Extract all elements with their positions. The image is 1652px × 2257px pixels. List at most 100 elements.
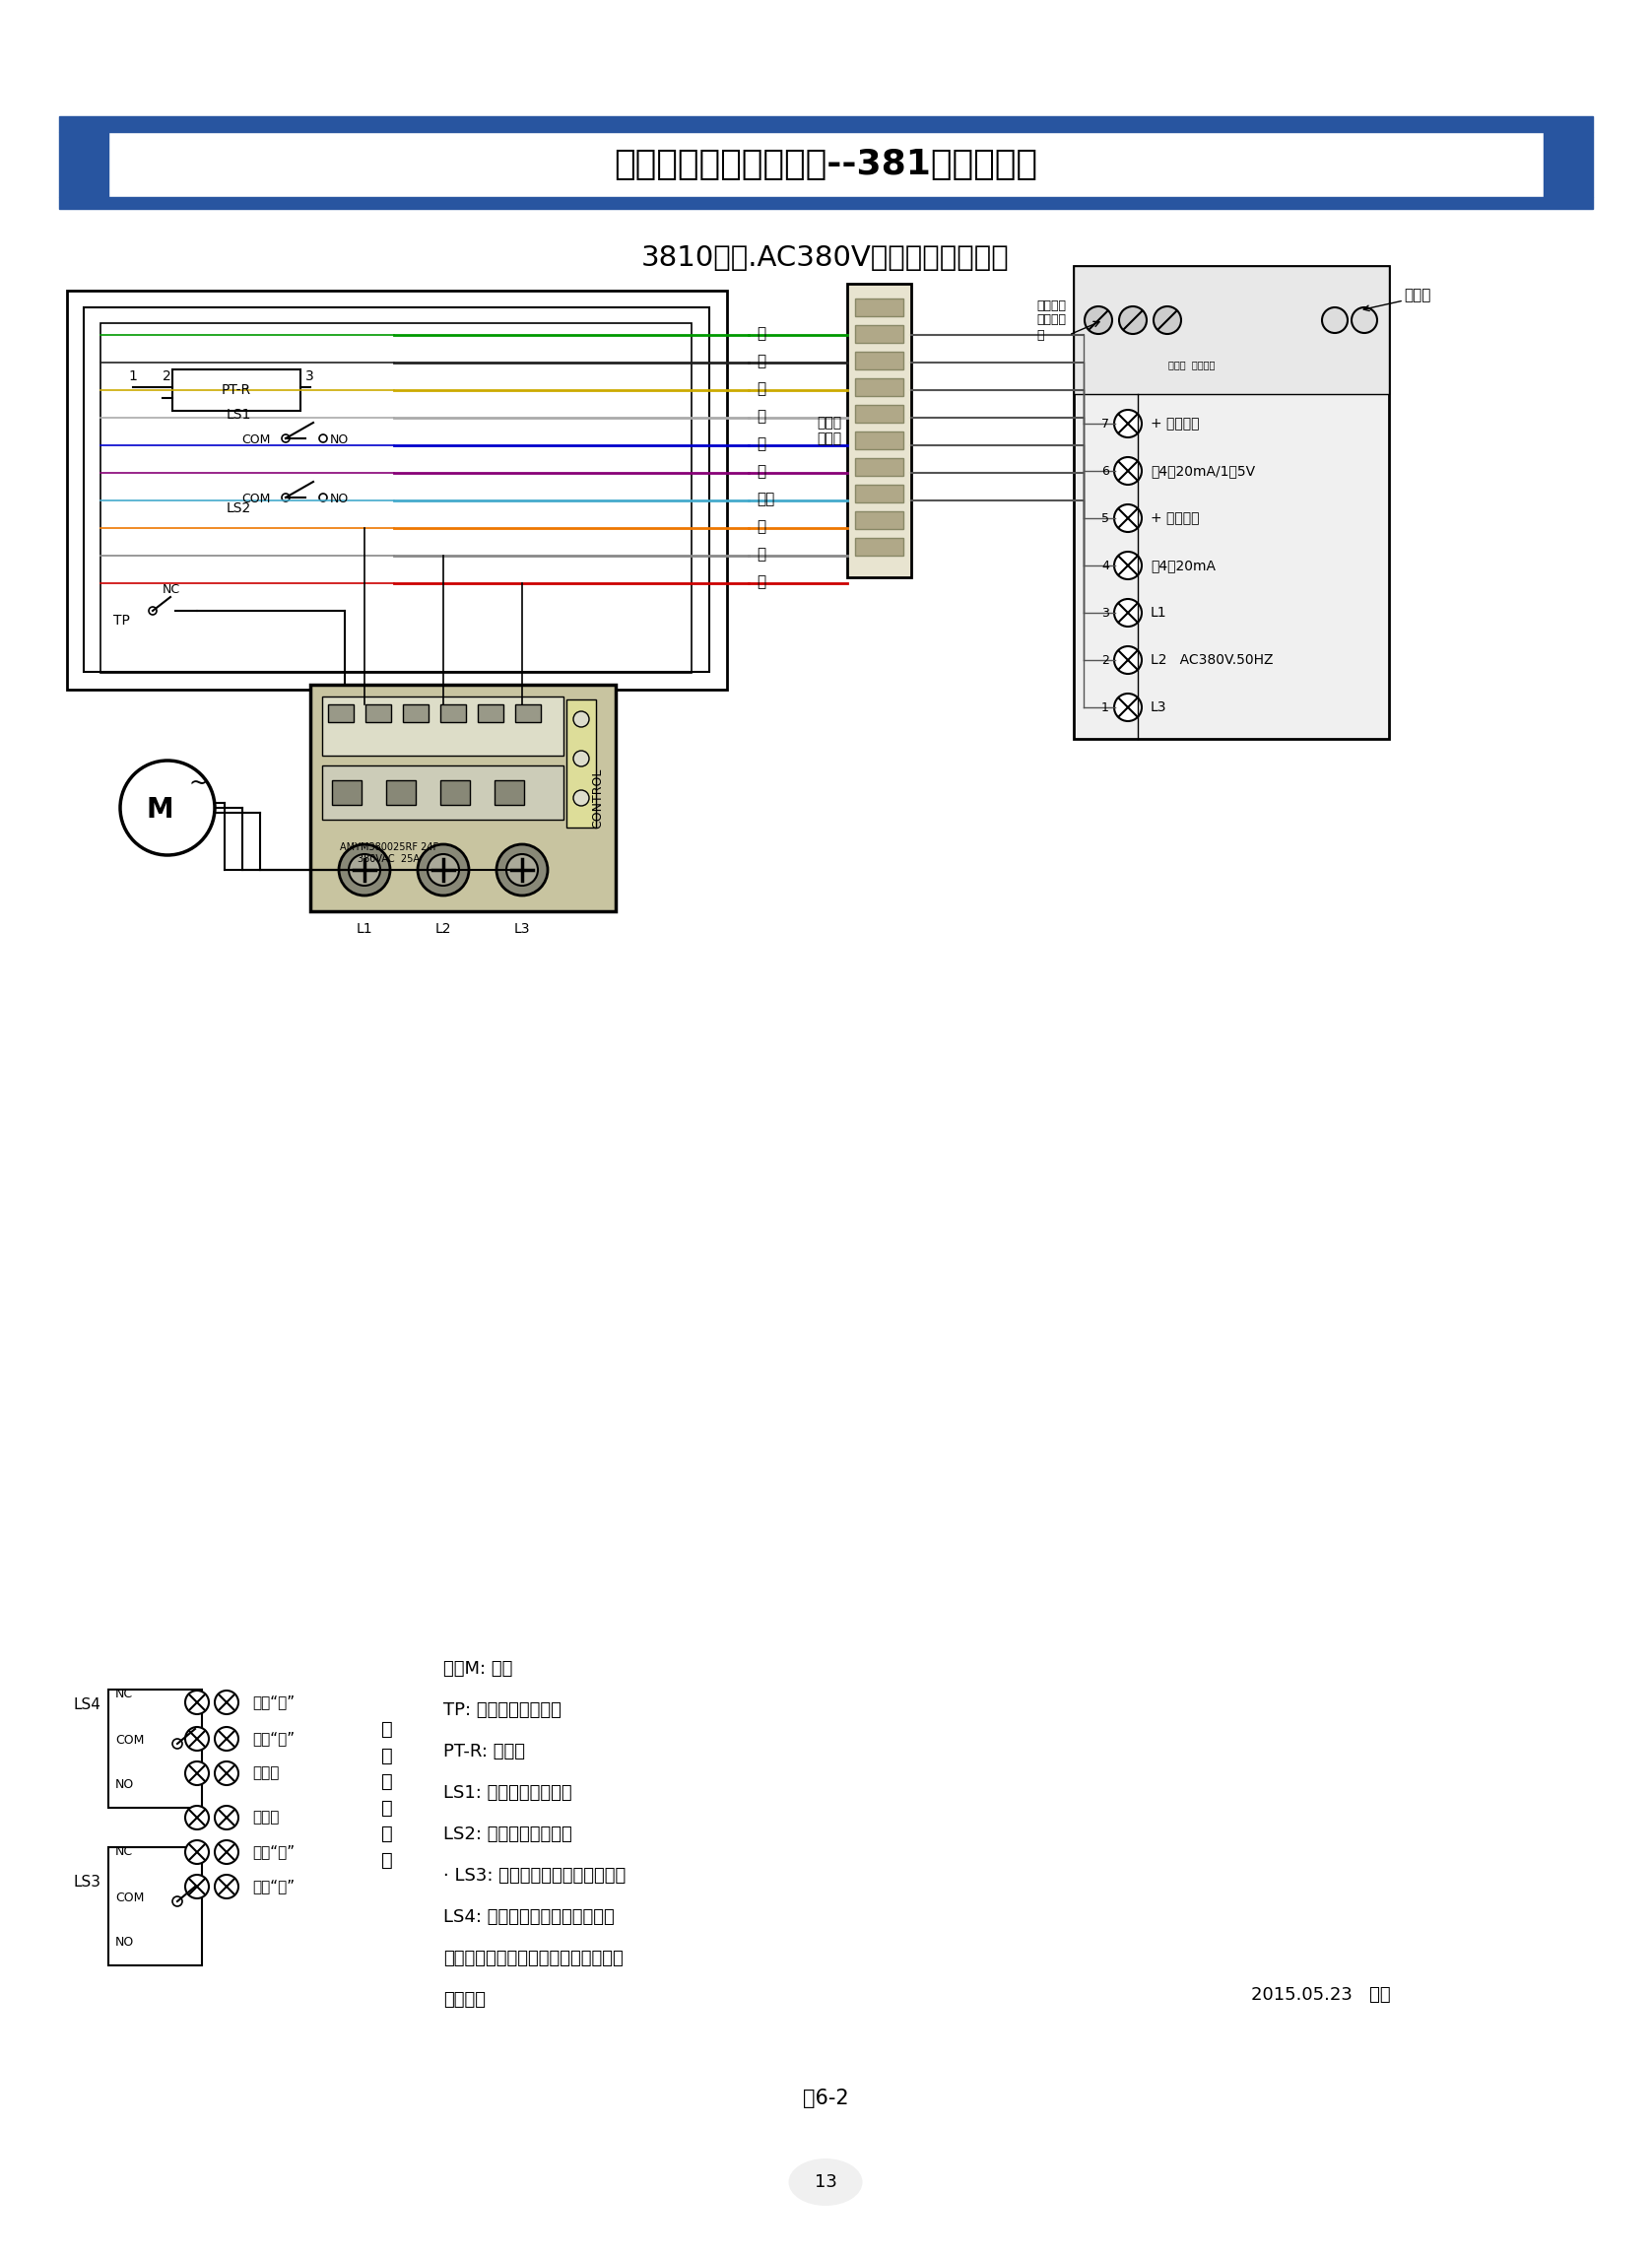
Circle shape <box>1113 693 1142 722</box>
Text: ！：无源触点反馈为选订附件（需订货: ！：无源触点反馈为选订附件（需订货 <box>443 1950 623 1968</box>
Bar <box>1074 266 1389 395</box>
Circle shape <box>172 1738 182 1749</box>
Bar <box>59 117 1593 131</box>
Bar <box>365 704 392 722</box>
Bar <box>172 370 301 411</box>
Text: 白: 白 <box>757 409 765 424</box>
Circle shape <box>573 711 590 727</box>
Text: 5: 5 <box>1102 512 1108 524</box>
Circle shape <box>319 494 327 501</box>
Text: 4: 4 <box>1102 560 1108 571</box>
Circle shape <box>185 1690 208 1713</box>
Bar <box>322 765 563 819</box>
Circle shape <box>215 1839 238 1864</box>
Text: 全关“通”: 全关“通” <box>253 1880 294 1894</box>
Circle shape <box>1085 307 1112 334</box>
Text: 全开“通”: 全开“通” <box>253 1731 294 1747</box>
Text: COM: COM <box>116 1733 144 1747</box>
Bar <box>387 781 416 806</box>
Text: －4～20mA: －4～20mA <box>1150 557 1216 573</box>
Bar <box>856 352 904 370</box>
Bar <box>856 512 904 528</box>
Bar <box>477 704 504 722</box>
Circle shape <box>1113 503 1142 533</box>
Circle shape <box>1113 551 1142 580</box>
Circle shape <box>185 1806 208 1830</box>
Circle shape <box>215 1760 238 1785</box>
Bar <box>68 291 727 691</box>
Text: COM: COM <box>116 1891 144 1905</box>
Text: NO: NO <box>330 492 349 506</box>
Bar <box>1543 131 1593 196</box>
Text: 红: 红 <box>757 576 765 589</box>
Bar <box>567 700 596 828</box>
Text: LS4: 满位无源触点反馈微动开关: LS4: 满位无源触点反馈微动开关 <box>443 1907 615 1925</box>
Text: 双幅度  行程零位: 双幅度 行程零位 <box>1168 359 1216 370</box>
Text: 2015.05.23   修订: 2015.05.23 修订 <box>1251 1986 1391 2004</box>
Text: 浅蓝: 浅蓝 <box>757 492 775 508</box>
Text: 1: 1 <box>1102 702 1108 713</box>
Circle shape <box>1322 307 1348 334</box>
Circle shape <box>1113 598 1142 627</box>
Circle shape <box>1153 307 1181 334</box>
Circle shape <box>215 1690 238 1713</box>
Text: · LS3: 零位无源触点反馈微动开关: · LS3: 零位无源触点反馈微动开关 <box>443 1867 626 1885</box>
Bar <box>515 704 540 722</box>
Text: LS2: 满位限位微动开关: LS2: 满位限位微动开关 <box>443 1826 572 1844</box>
Text: 位置信号
调整电位
器: 位置信号 调整电位 器 <box>1036 298 1066 341</box>
Text: LS1: LS1 <box>226 409 251 422</box>
Text: 灰: 灰 <box>757 546 765 562</box>
Text: AMYM380025RF 24F
380VAC  25A: AMYM380025RF 24F 380VAC 25A <box>340 842 438 864</box>
Text: L1: L1 <box>357 923 373 937</box>
Circle shape <box>185 1727 208 1751</box>
Ellipse shape <box>788 2158 862 2205</box>
Text: 绳: 绳 <box>757 327 765 341</box>
Text: 指示灯: 指示灯 <box>1404 289 1431 302</box>
Circle shape <box>1351 307 1378 334</box>
Text: + 位置信号: + 位置信号 <box>1150 512 1199 526</box>
Circle shape <box>185 1760 208 1785</box>
Bar <box>332 781 362 806</box>
Text: NC: NC <box>116 1846 134 1858</box>
Text: 公共端: 公共端 <box>253 1765 279 1781</box>
Bar <box>84 307 709 673</box>
Circle shape <box>185 1839 208 1864</box>
Text: 橙: 橙 <box>757 519 765 535</box>
Text: NO: NO <box>116 1937 134 1948</box>
Text: 紫: 紫 <box>757 465 765 478</box>
Text: L2: L2 <box>434 923 451 937</box>
Bar <box>109 1690 202 1808</box>
Circle shape <box>319 433 327 442</box>
Text: PT-R: PT-R <box>221 384 251 397</box>
Circle shape <box>428 853 459 885</box>
Text: 内部接
线插座: 内部接 线插座 <box>816 415 841 445</box>
Circle shape <box>215 1727 238 1751</box>
Text: COM: COM <box>241 433 271 447</box>
Bar <box>856 431 904 449</box>
Text: 7: 7 <box>1102 418 1108 431</box>
Bar <box>856 458 904 476</box>
Text: 3: 3 <box>1102 607 1108 618</box>
Circle shape <box>149 607 157 614</box>
Text: M: M <box>145 797 173 824</box>
Text: 公共端: 公共端 <box>253 1810 279 1826</box>
Circle shape <box>497 844 548 896</box>
Circle shape <box>282 494 289 501</box>
Bar <box>101 323 692 673</box>
Bar <box>109 1846 202 1966</box>
Text: 注：M: 电机: 注：M: 电机 <box>443 1659 512 1677</box>
Text: 3: 3 <box>306 370 314 384</box>
Text: LS2: LS2 <box>226 501 251 515</box>
Text: NC: NC <box>162 582 180 596</box>
Circle shape <box>506 853 539 885</box>
Text: LS4: LS4 <box>74 1697 101 1713</box>
Circle shape <box>215 1876 238 1898</box>
Text: TP: 电机过热保护开关: TP: 电机过热保护开关 <box>443 1702 562 1720</box>
Text: 蓝: 蓝 <box>757 438 765 451</box>
Bar <box>59 196 1593 210</box>
Circle shape <box>1113 458 1142 485</box>
Text: L3: L3 <box>514 923 530 937</box>
Text: 全开“断”: 全开“断” <box>253 1695 294 1711</box>
Bar <box>856 404 904 422</box>
Text: L1: L1 <box>1150 605 1166 621</box>
